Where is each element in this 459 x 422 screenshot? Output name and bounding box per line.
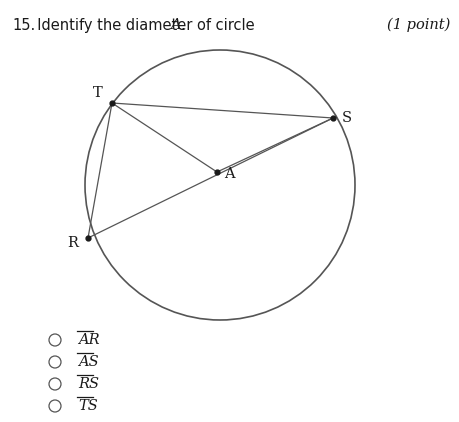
Text: 15.: 15. (12, 18, 35, 33)
Text: S: S (341, 111, 351, 125)
Text: RS: RS (78, 377, 99, 391)
Text: T: T (93, 86, 103, 100)
Text: A: A (170, 18, 180, 32)
Text: (1 point): (1 point) (386, 18, 449, 32)
Text: AS: AS (78, 355, 98, 369)
Text: AR: AR (78, 333, 100, 347)
Text: .: . (179, 18, 185, 33)
Text: A: A (223, 167, 234, 181)
Text: R: R (67, 236, 78, 250)
Text: TS: TS (78, 399, 98, 413)
Text: Identify the diameter of circle: Identify the diameter of circle (28, 18, 259, 33)
